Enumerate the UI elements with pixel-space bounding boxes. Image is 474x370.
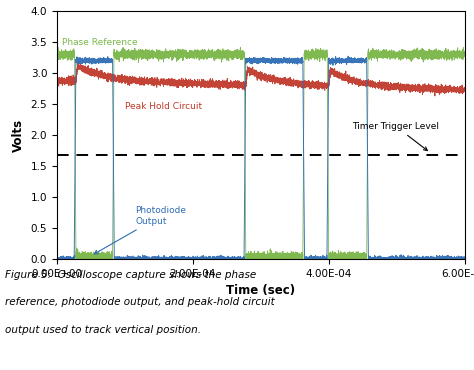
Text: Phase Reference: Phase Reference xyxy=(62,38,138,47)
Text: Timer Trigger Level: Timer Trigger Level xyxy=(352,122,439,151)
Text: Peak Hold Circuit: Peak Hold Circuit xyxy=(125,102,202,111)
Y-axis label: Volts: Volts xyxy=(12,118,25,152)
Text: Photodiode
Output: Photodiode Output xyxy=(94,206,186,254)
Text: reference, photodiode output, and peak-hold circuit: reference, photodiode output, and peak-h… xyxy=(5,297,274,307)
X-axis label: Time (sec): Time (sec) xyxy=(226,284,295,297)
Text: output used to track vertical position.: output used to track vertical position. xyxy=(5,325,201,335)
Text: Figure 5:  Oscilloscope capture shows the phase: Figure 5: Oscilloscope capture shows the… xyxy=(5,269,256,279)
